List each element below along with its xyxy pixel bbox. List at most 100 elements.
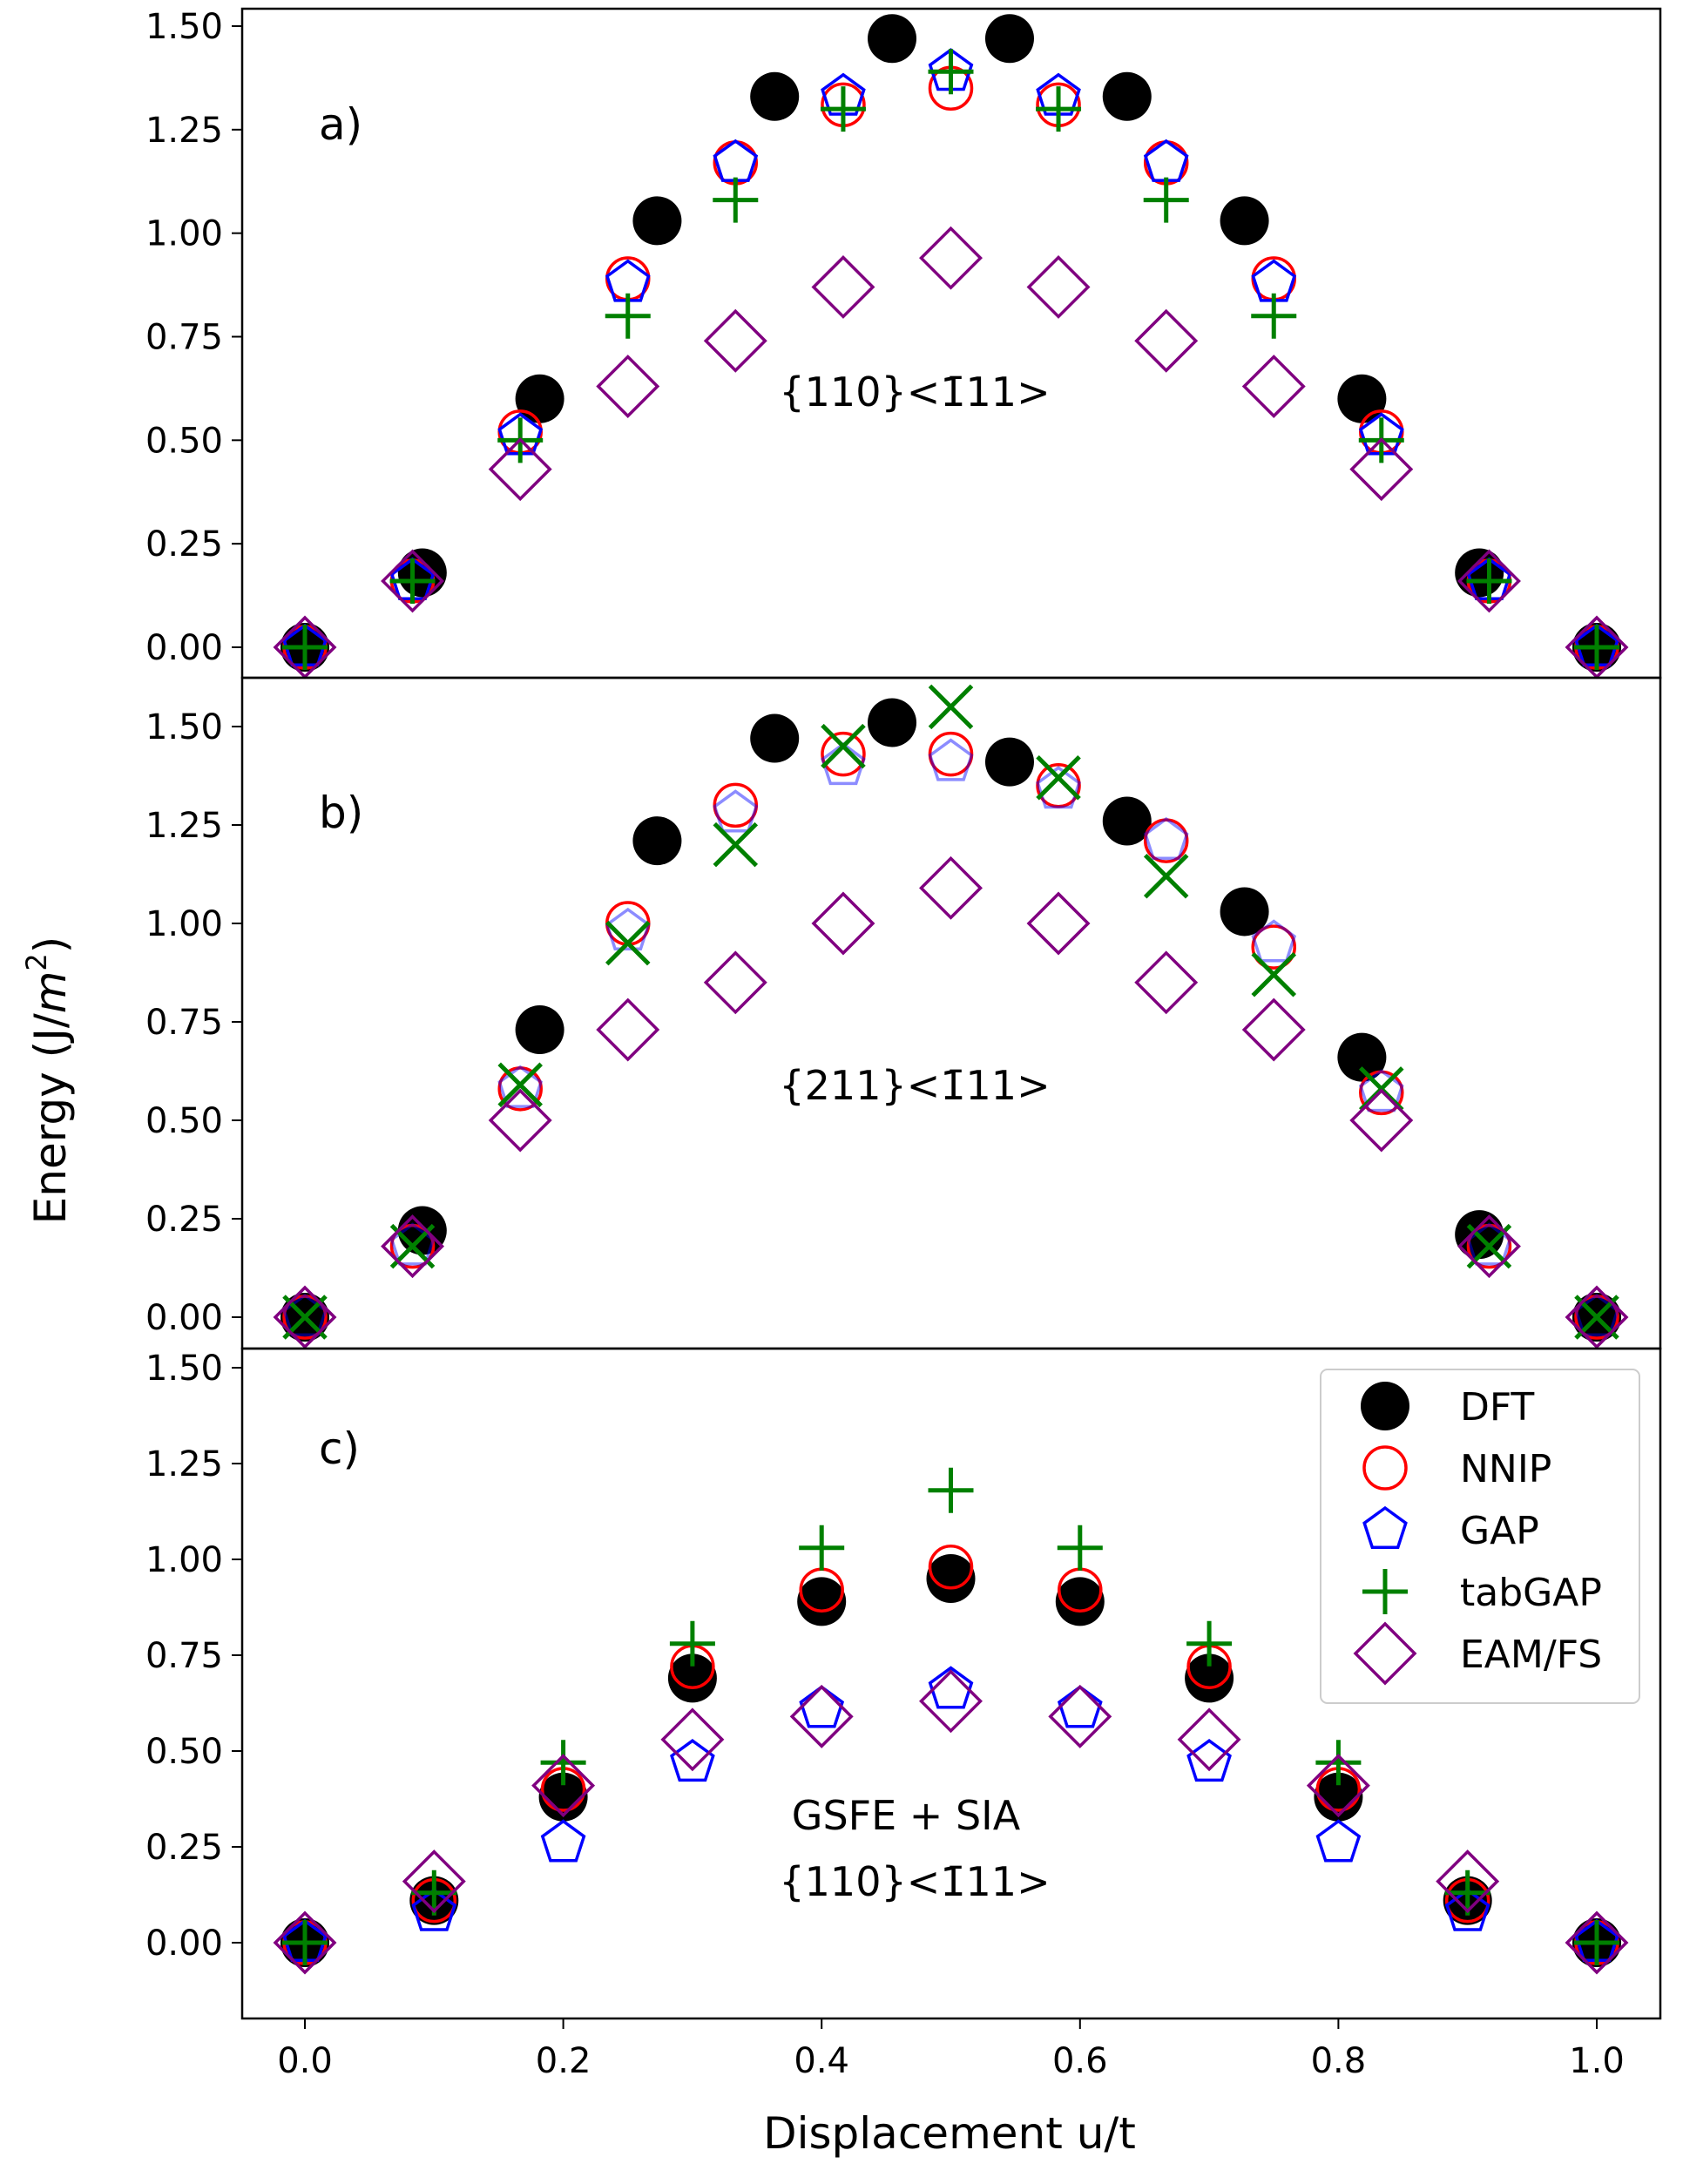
panel-b-tabgap-point-4	[713, 822, 759, 868]
legend: DFT NNIP GAP tabGAP EAM/FS	[1320, 1369, 1640, 1704]
panel-c-tabgap-point-4	[799, 1525, 845, 1571]
panel-c-eam-fs-point-0	[273, 1910, 337, 1975]
panel-c-annotation-line1: GSFE + SIA	[792, 1792, 1021, 1839]
panel-c-series-eam-fs	[273, 1669, 1629, 1975]
panel-a-ytick-label-5: 1.25	[145, 111, 223, 151]
panel-a-eam-fs-point-4	[703, 308, 767, 373]
panel-b-dft-point-4	[750, 713, 800, 763]
panel-a-eam-fs-point-10	[1349, 437, 1414, 502]
panel-b-nnip-point-10	[1359, 1070, 1404, 1116]
panel-c-xtick-label-5: 1.0	[1569, 2041, 1625, 2081]
panel-b-eam-fs-point-0	[273, 1285, 337, 1349]
panel-b-ytick-label-4: 1.00	[145, 904, 223, 944]
panel-c-tabgap-point-0	[282, 1920, 328, 1965]
panel-a-tabgap-point-12	[1574, 625, 1619, 670]
panel-a-eam-fs-point-1	[381, 549, 445, 613]
panel-b-eam-fs-point-9	[1241, 997, 1306, 1062]
panel-b-gap-point-6	[928, 738, 974, 781]
panel-c-gap-point-9	[1444, 1888, 1490, 1931]
panel-b-gap-point-1	[389, 1222, 436, 1266]
panel-a-tabgap-point-4	[713, 177, 759, 223]
panel-c-gap-point-8	[1315, 1819, 1362, 1863]
panel-c-tabgap-point-3	[669, 1620, 715, 1667]
panel-c-eam-fs-point-3	[660, 1707, 725, 1772]
panel-b-tabgap-point-9	[1251, 951, 1297, 997]
panel-b-nnip-point-8	[1143, 818, 1189, 863]
panel-c-eam-fs-point-9	[1436, 1849, 1500, 1914]
panel-a-tabgap-point-6	[928, 49, 974, 95]
panel-a-ytick-label-3: 0.75	[145, 318, 223, 358]
legend-marker-tabgap	[1362, 1569, 1408, 1614]
panel-c-eam-fs-point-1	[402, 1849, 466, 1914]
panel-c-tabgap-point-10	[1574, 1920, 1619, 1965]
panel-b-eam-fs-point-6	[919, 855, 983, 920]
panel-b-eam-fs-point-12	[1565, 1285, 1629, 1349]
panel-a-eam-fs-point-2	[488, 437, 552, 502]
legend-marker-nnip	[1362, 1445, 1408, 1491]
panel-c-dft-point-2	[538, 1772, 588, 1822]
panel-b-tabgap-point-2	[497, 1062, 543, 1108]
panel-a-dft-point-8	[1220, 196, 1269, 246]
panel-a-eam-fs-point-6	[919, 226, 983, 290]
legend-label-tabgap: tabGAP	[1460, 1571, 1602, 1615]
panel-b-series-gap	[282, 738, 1619, 1336]
panel-c-eam-fs-point-7	[1177, 1707, 1241, 1772]
panel-b-label: b)	[319, 788, 363, 838]
panel-b-nnip-point-0	[282, 1295, 328, 1340]
panel-a-tabgap-point-9	[1251, 293, 1297, 339]
panel-b-tabgap-point-8	[1143, 853, 1189, 899]
panel-c-xtick-label-3: 0.6	[1052, 2041, 1108, 2081]
panel-b-eam-fs-point-1	[381, 1214, 445, 1279]
panel-b-annotation: {211}<1̄11>	[779, 1062, 1050, 1109]
panel-a-dft-point-7	[1102, 71, 1152, 121]
panel-b-gap-point-4	[713, 789, 759, 833]
legend-label-dft: DFT	[1460, 1385, 1534, 1430]
panel-b-dft-point-6	[984, 737, 1034, 787]
panel-c-ytick-label-6: 1.50	[145, 1349, 223, 1389]
panel-c-ytick-label-5: 1.25	[145, 1444, 223, 1484]
panel-b-eam-fs-point-7	[1026, 891, 1091, 956]
panel-c-xtick-label-2: 0.4	[794, 2041, 849, 2081]
panel-b-eam-fs-point-5	[811, 891, 875, 956]
panel-a-label: a)	[319, 99, 362, 150]
panel-c-dft-point-4	[797, 1577, 847, 1626]
panel-b-ytick-label-1: 0.25	[145, 1200, 223, 1240]
legend-label-gap: GAP	[1460, 1509, 1539, 1553]
panel-b-gap-point-0	[282, 1293, 328, 1336]
panel-b-gap-point-11	[1466, 1222, 1512, 1266]
panel-c-gap-point-4	[799, 1685, 845, 1728]
panel-a-dft-point-6	[984, 14, 1034, 64]
panel-b-nnip-point-2	[497, 1066, 543, 1112]
panel-c-xtick-label-4: 0.8	[1311, 2041, 1367, 2081]
legend-entry-tabgap: tabGAP	[1362, 1569, 1602, 1615]
panel-a-dft-point-10	[1455, 548, 1504, 598]
panel-a-eam-fs-point-9	[1241, 355, 1306, 419]
panel-b-ytick-label-3: 0.75	[145, 1003, 223, 1043]
panel-b-nnip-point-9	[1251, 924, 1296, 970]
panel-c-gap-point-2	[540, 1819, 586, 1863]
panel-a-ytick-label-6: 1.50	[145, 7, 223, 47]
panel-a-tabgap-point-8	[1143, 177, 1189, 223]
panel-c-dft-point-8	[1314, 1772, 1363, 1822]
panel-b-gap-point-9	[1251, 919, 1297, 963]
panel-b-eam-fs-point-8	[1134, 950, 1199, 1015]
panel-b-gap-point-2	[497, 1065, 544, 1108]
panel-c-nnip-point-5	[928, 1545, 974, 1590]
legend-label-eam-fs: EAM/FS	[1460, 1633, 1602, 1677]
panel-a: 0.00 0.25 0.50 0.75 1.00 1.25 1.50 a) {110}<1̄11…	[145, 7, 1662, 680]
panel-a-tabgap-point-11	[1466, 558, 1512, 604]
legend-entry-eam-fs: EAM/FS	[1353, 1621, 1602, 1686]
panel-b-eam-fs-point-2	[488, 1088, 552, 1153]
y-axis-label: Energy (J/m2)	[20, 936, 76, 1225]
panel-b-nnip-point-12	[1574, 1295, 1619, 1340]
panel-c-ytick-label-4: 1.00	[145, 1540, 223, 1580]
panel-b-gap-point-5	[821, 742, 866, 786]
panel-c-eam-fs-point-6	[1048, 1684, 1112, 1748]
panel-b-dft-point-7	[1102, 796, 1152, 846]
panel-a-eam-fs-point-5	[811, 254, 875, 319]
panel-c-tabgap-point-9	[1444, 1870, 1490, 1916]
panel-b-ytick-label-5: 1.25	[145, 806, 223, 846]
panel-b-eam-fs-point-10	[1349, 1088, 1414, 1153]
panel-b-ytick-label-6: 1.50	[145, 707, 223, 747]
